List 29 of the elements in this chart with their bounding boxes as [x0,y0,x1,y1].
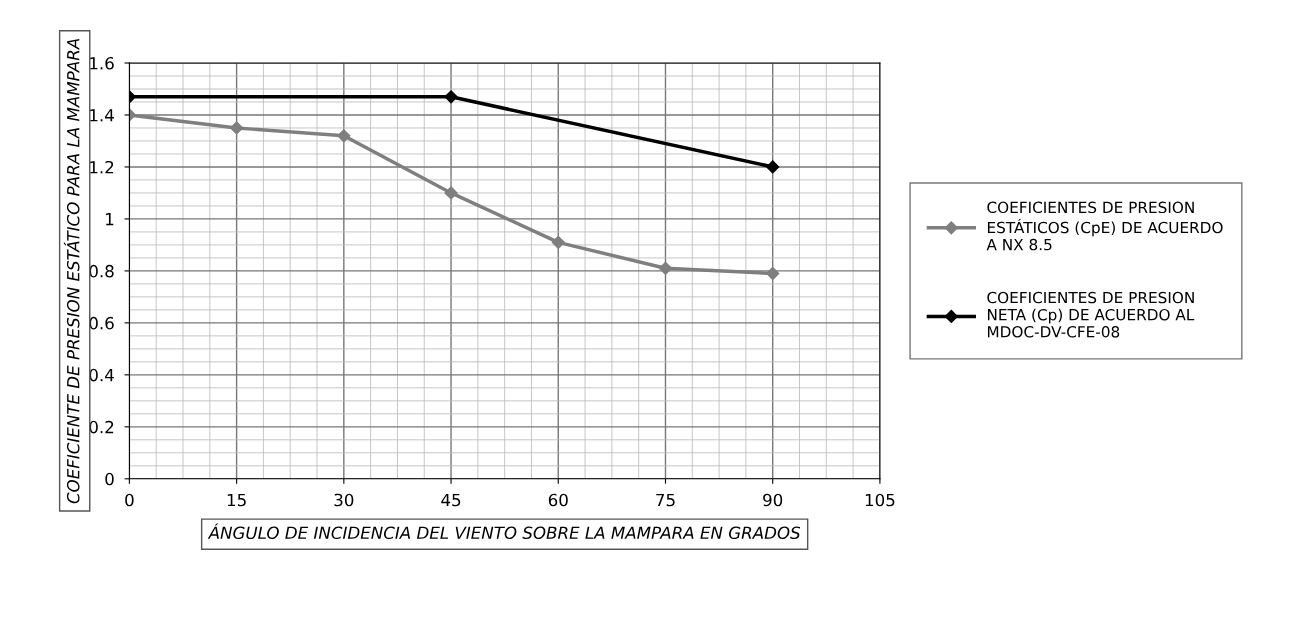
point [658,261,673,275]
y-tick-label: 1.6 [90,56,114,70]
y-tick-label: 1.2 [90,160,114,174]
x-tick-label: 90 [763,493,783,507]
y-tick-label: 0.6 [89,316,114,330]
x-tick-label: 0 [125,493,134,507]
y-tick-label: 0.4 [89,368,114,382]
y-tick-label: 0.8 [89,264,114,278]
y-tick-label: 0.2 [89,420,114,434]
point [337,129,351,143]
legend-label: COEFICIENTES DE PRESION NETA (Cp) DE ACUERDO AL MDOC-DV-CFE-08 [987,291,1195,338]
y-tick-label: 1.4 [90,109,114,122]
y-tick-label: 1 [106,213,114,226]
x-tick-label: 105 [865,493,895,507]
y-axis-title: COEFICIENTE DE PRESION ESTÁTICO PARA LA MAMPARA [63,38,80,504]
point [551,235,565,249]
x-tick-label: 75 [656,493,675,507]
y-tick-label: 0 [105,472,114,486]
point [766,160,780,174]
x-tick-label: 60 [548,493,568,507]
x-axis-title: ÁNGULO DE INCIDENCIA DEL VIENTO SOBRE LA MAMPARA EN GRADOS [207,523,801,540]
x-tick-label: 30 [334,493,354,507]
point [444,90,458,104]
x-tick-label: 45 [441,493,461,507]
point [230,121,244,135]
point [444,186,458,200]
point [766,266,780,281]
legend-label: COEFICIENTES DE PRESION ESTÁTICOS (CpE) DE ACUERDO A NX 8.5 [986,201,1223,251]
x-tick-label: 15 [227,493,246,507]
